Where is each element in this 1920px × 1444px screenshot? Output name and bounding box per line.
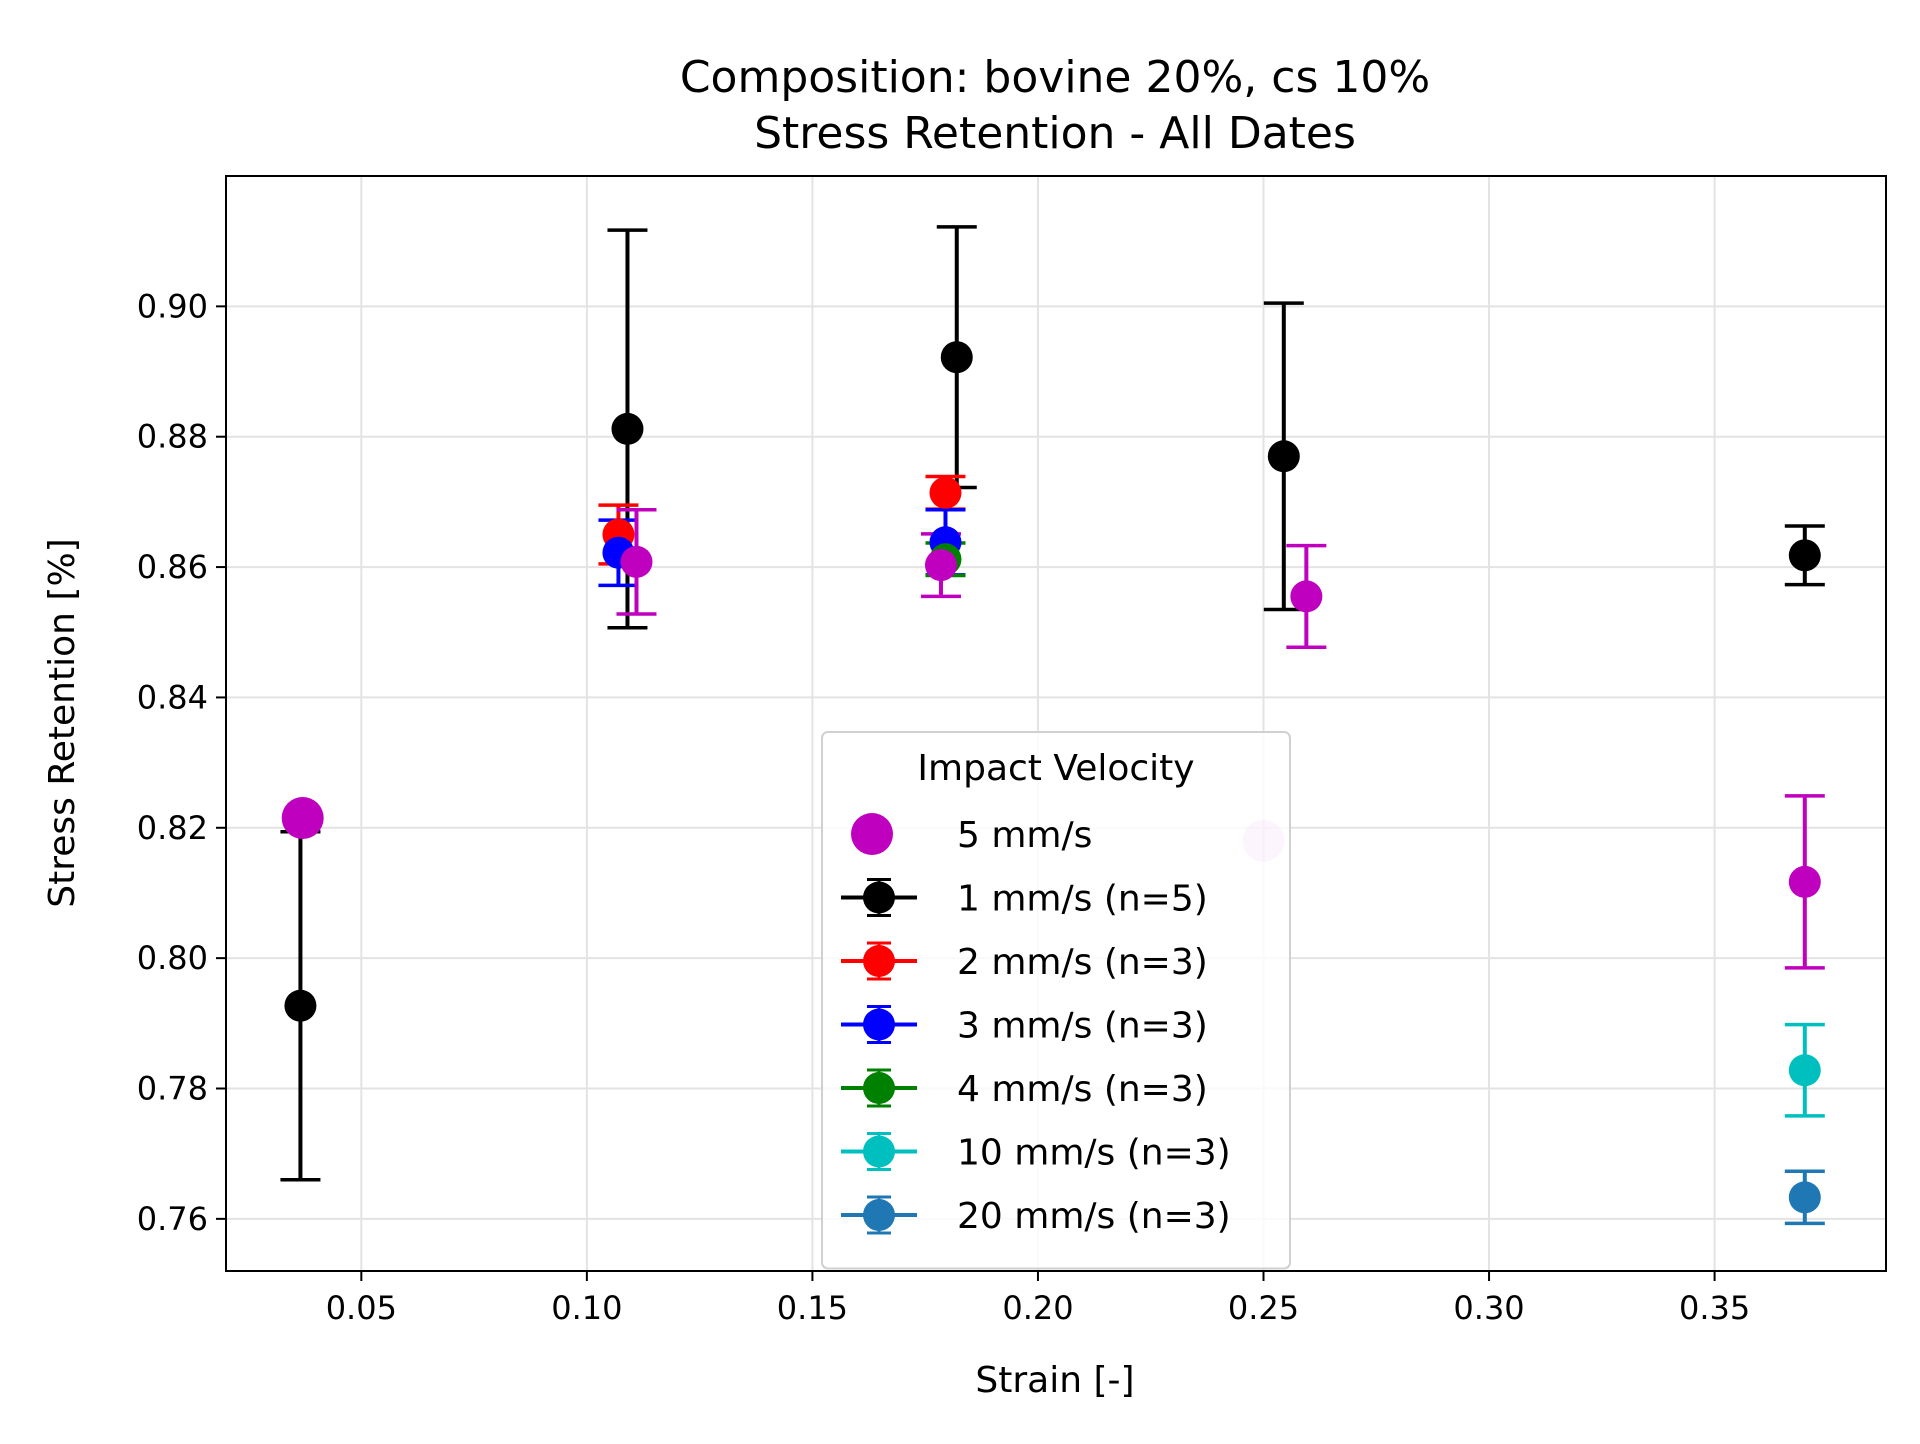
legend-entry-label: 3 mm/s (n=3)	[957, 1006, 1208, 1047]
data-point	[929, 476, 962, 509]
x-tick-label: 0.35	[1679, 1289, 1750, 1327]
data-point	[1788, 865, 1821, 898]
legend-entry-label: 10 mm/s (n=3)	[957, 1133, 1231, 1174]
y-tick-label: 0.80	[137, 939, 208, 977]
legend-entry-label: 2 mm/s (n=3)	[957, 942, 1208, 983]
data-point	[1788, 1181, 1821, 1214]
data-point	[611, 412, 644, 445]
data-point	[924, 549, 957, 582]
data-point	[1290, 580, 1323, 613]
legend: Impact Velocity 5 mm/s 1 mm/s (n=5) 2 mm/s …	[821, 731, 1291, 1270]
legend-marker	[863, 881, 895, 914]
x-tick-label: 0.25	[1228, 1289, 1299, 1327]
legend-entry-label: 5 mm/s	[957, 815, 1092, 856]
y-tick-label: 0.88	[137, 418, 208, 456]
x-tick-label: 0.15	[777, 1289, 848, 1327]
legend-entry-label: 20 mm/s (n=3)	[957, 1196, 1231, 1237]
plot-area	[280, 225, 1825, 1226]
legend-marker	[863, 1199, 895, 1231]
y-tick-label: 0.84	[137, 678, 208, 716]
data-point	[940, 341, 973, 374]
y-tick-label: 0.90	[137, 287, 208, 325]
y-tick-label: 0.82	[137, 809, 208, 847]
y-tick-label: 0.78	[137, 1070, 208, 1108]
x-tick-label: 0.20	[1002, 1289, 1073, 1327]
x-tick-label: 0.05	[326, 1289, 397, 1327]
y-axis-label: Stress Retention [%]	[42, 538, 83, 907]
y-tick-label: 0.76	[137, 1200, 208, 1238]
chart-title: Composition: bovine 20%, cs 10%	[680, 52, 1430, 103]
legend-marker	[851, 813, 893, 855]
data-point	[284, 989, 317, 1022]
legend-title: Impact Velocity	[917, 748, 1194, 789]
x-tick-label: 0.30	[1453, 1289, 1524, 1327]
data-point	[1788, 539, 1821, 572]
legend-marker	[863, 1072, 895, 1104]
legend-entry-label: 1 mm/s (n=5)	[957, 879, 1208, 920]
y-tick-label: 0.86	[137, 548, 208, 586]
data-point	[620, 545, 653, 578]
x-axis-label: Strain [-]	[975, 1360, 1134, 1401]
data-point	[1788, 1054, 1821, 1087]
x-tick-label: 0.10	[551, 1289, 622, 1327]
legend-entry-label: 4 mm/s (n=3)	[957, 1069, 1208, 1110]
chart-subtitle: Stress Retention - All Dates	[754, 108, 1356, 159]
axes-frame	[225, 175, 1887, 1272]
legend-marker	[863, 1135, 895, 1168]
legend-marker	[863, 1008, 895, 1041]
ticks: 0.05 0.10 0.15 0.20 0.25 0.30 0.35 0.76 0.78 0.80…	[137, 287, 1750, 1327]
data-point	[281, 797, 324, 840]
legend-box	[821, 731, 1291, 1270]
data-point	[1267, 440, 1300, 473]
legend-marker	[863, 945, 895, 977]
